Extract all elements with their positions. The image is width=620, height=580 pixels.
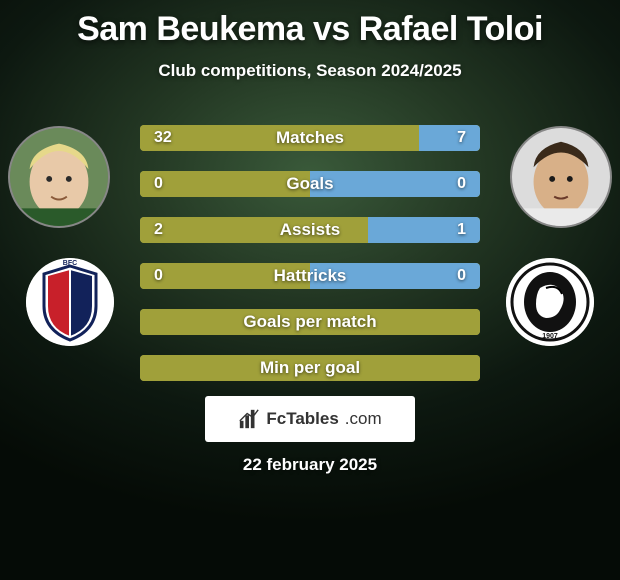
bologna-crest-icon: BFC [26,258,114,346]
stat-row: Goals per match [140,306,480,338]
stat-bar-track [140,171,480,197]
page-title: Sam Beukema vs Rafael Toloi [77,10,543,49]
stat-bar-right [368,217,480,243]
stat-row: Hattricks00 [140,260,480,292]
stat-row: Goals00 [140,168,480,200]
stats-container: Matches327 Goals00 Assists21 Hattricks00 Goa… [140,122,480,384]
stat-row: Matches327 [140,122,480,154]
club-right-badge: 1907 [506,258,594,346]
stat-bar-track [140,263,480,289]
stat-row: Assists21 [140,214,480,246]
stat-bar-left [140,263,310,289]
svg-text:1907: 1907 [542,333,558,340]
fctables-logo-icon [238,408,260,430]
stat-row: Min per goal [140,352,480,384]
site-name: FcTables [266,409,338,429]
player-right-portrait [510,126,612,228]
stat-bar-left [140,309,480,335]
stat-bar-track [140,217,480,243]
stat-bar-right [419,125,480,151]
stat-bar-track [140,125,480,151]
stat-bar-left [140,355,480,381]
content-root: Sam Beukema vs Rafael Toloi Club competi… [0,0,620,580]
footer-date: 22 february 2025 [0,455,620,475]
player-left-face-icon [10,128,108,226]
club-left-badge: BFC [26,258,114,346]
stat-bar-left [140,217,368,243]
player-left-portrait [8,126,110,228]
player-right-face-icon [512,128,610,226]
stat-bar-right [310,263,480,289]
atalanta-crest-icon: 1907 [506,258,594,346]
stat-bar-track [140,309,480,335]
site-suffix: .com [345,409,382,429]
stat-bar-left [140,125,419,151]
stat-bar-right [310,171,480,197]
stat-bar-track [140,355,480,381]
page-subtitle: Club competitions, Season 2024/2025 [158,61,461,81]
site-badge: FcTables .com [205,396,415,442]
svg-text:BFC: BFC [63,260,77,267]
stat-bar-left [140,171,310,197]
